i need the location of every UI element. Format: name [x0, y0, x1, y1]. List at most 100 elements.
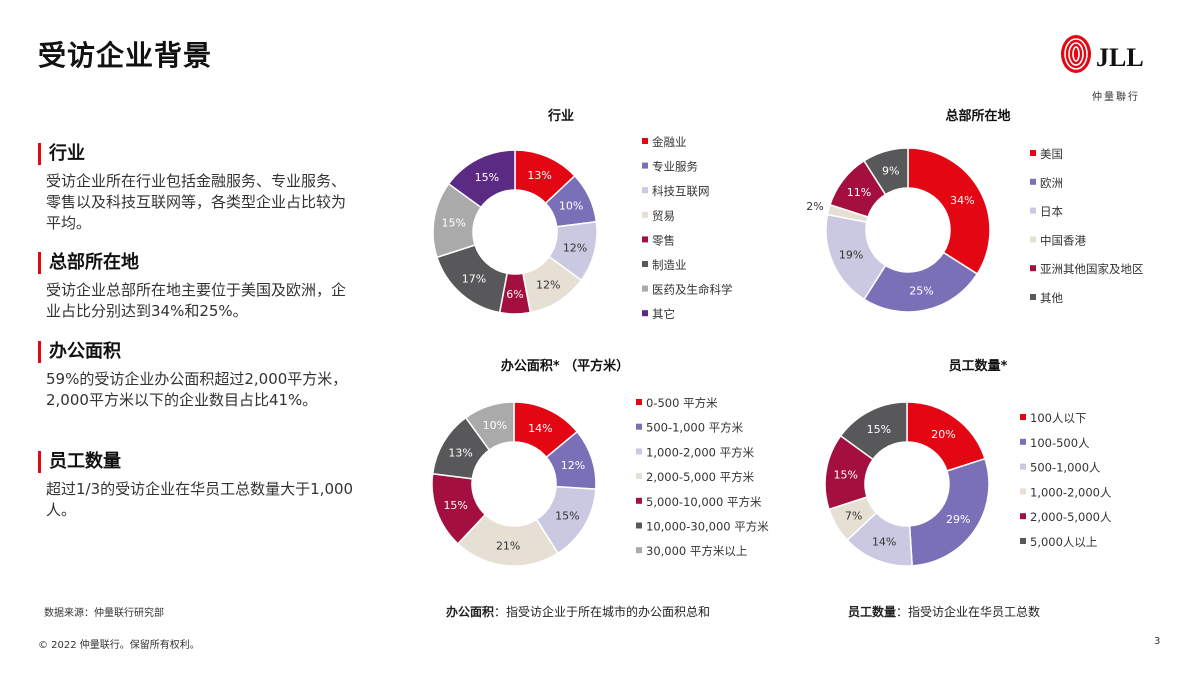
legend-label: 其它	[652, 307, 675, 321]
slice-label: 14%	[528, 422, 552, 435]
legend-swatch	[642, 162, 648, 169]
footnote-text: ：指受访企业在华员工总数	[896, 605, 1041, 619]
slice-label: 9%	[882, 164, 899, 177]
slice-label: 10%	[559, 200, 583, 213]
slice-label: 25%	[909, 285, 933, 298]
legend-label: 500-1,000人	[1030, 461, 1101, 475]
donut-chart-employees: 员工数量* 20% 29% 14% 7% 15% 15% 100人以下 100-500人 500-…	[824, 358, 1112, 567]
slice-label: 29%	[946, 513, 970, 526]
slice-label: 19%	[839, 249, 863, 262]
legend-label: 100人以下	[1030, 411, 1086, 425]
slice-label: 6%	[506, 288, 523, 301]
legend-swatch	[1020, 538, 1026, 544]
section-text: 超过1/3的受访企业在华员工总数量大于1,000人。	[46, 480, 354, 519]
slice-label: 14%	[872, 536, 896, 549]
section-text: 59%的受访企业办公面积超过2,000平方米，2,000平方米以下的企业数目占比…	[46, 370, 348, 409]
legend-swatch	[1020, 414, 1026, 420]
slice-label: 15%	[475, 171, 499, 184]
slice-label: 34%	[950, 194, 974, 207]
legend-label: 医药及生命科学	[652, 283, 733, 297]
legend-label: 美国	[1040, 147, 1063, 161]
legend-label: 100-500人	[1030, 436, 1090, 450]
slice-label: 12%	[536, 278, 560, 291]
legend-label: 专业服务	[652, 160, 698, 174]
section-heading: 行业	[38, 143, 358, 165]
section-heading: 办公面积	[38, 341, 358, 363]
chart-industry: 行业 13% 10% 12% 12% 6% 17% 15% 15% 金融业 专业服务 科技互联网 贸易零…	[420, 100, 780, 344]
legend-swatch	[1030, 178, 1036, 185]
slice-label: 13%	[448, 446, 472, 459]
legend-label: 贸易	[652, 209, 675, 223]
chart-headquarters: 总部所在地 34% 25% 19% 2% 11% 9% 美国 欧洲 日本 中国香港 亚洲其他国家及地区…	[800, 100, 1180, 344]
slice-label: 11%	[847, 186, 871, 199]
legend-swatch	[1020, 463, 1026, 470]
chart-title: 总部所在地	[945, 108, 1010, 124]
legend-label: 中国香港	[1040, 233, 1086, 247]
footnote-term: 办公面积	[446, 605, 495, 619]
legend-label: 1,000-2,000人	[1030, 485, 1112, 499]
footnote-office-area: 办公面积：指受访企业于所在城市的办公面积总和	[446, 603, 710, 620]
legend-swatch	[636, 497, 642, 504]
legend-label: 1,000-2,000 平方米	[646, 445, 755, 459]
slice-label: 12%	[561, 459, 585, 472]
slice-label: 15%	[867, 423, 891, 436]
legend-label: 500-1,000 平方米	[646, 421, 744, 435]
donut-slice	[464, 401, 515, 452]
legend-swatch	[1030, 294, 1036, 300]
legend-label: 2,000-5,000人	[1030, 510, 1112, 524]
slice-label: 15%	[442, 216, 466, 229]
legend-label: 30,000 平方米以上	[646, 544, 747, 558]
donut-slice	[839, 401, 908, 461]
legend-label: 日本	[1040, 205, 1063, 219]
slice-label: 7%	[845, 510, 862, 523]
footnote-employees: 员工数量：指受访企业在华员工总数	[848, 603, 1040, 620]
section-industry: 行业 受访企业所在行业包括金融服务、专业服务、零售以及科技互联网等，各类型企业占…	[38, 143, 358, 234]
legend-swatch	[642, 187, 648, 194]
footnote-text: ：指受访企业于所在城市的办公面积总和	[494, 605, 711, 619]
page-title: 受访企业背景	[38, 39, 213, 72]
legend-swatch	[1030, 236, 1036, 243]
donut-slice	[447, 149, 516, 209]
chart-office-area: 办公面积* （平方米） 14% 12% 15% 21% 15% 13% 10% 0-500 平方…	[420, 350, 800, 594]
slice-label: 10%	[483, 419, 507, 432]
donut-chart-industry: 行业 13% 10% 12% 12% 6% 17% 15% 15% 金融业专业服务科技互联网贸易零…	[432, 108, 733, 321]
source-note: 数据来源：仲量联行研究部	[44, 608, 164, 619]
legend-swatch	[1020, 438, 1026, 445]
chart-title: 办公面积* （平方米）	[501, 358, 629, 374]
logo-subtitle: 仲量聯行	[1092, 92, 1140, 103]
slice-label: 13%	[527, 169, 551, 182]
slice-label: 15%	[443, 499, 467, 512]
slice-label: 21%	[496, 540, 520, 553]
section-text: 受访企业总部所在地主要位于美国及欧洲，企业占比分别达到34%和25%。	[46, 281, 347, 320]
legend-swatch	[636, 423, 642, 430]
footnote-term: 员工数量	[848, 605, 897, 619]
legend-label: 其他	[1040, 291, 1063, 305]
legend-swatch	[1020, 488, 1026, 495]
section-heading: 总部所在地	[38, 252, 358, 274]
page-number: 3	[1154, 636, 1161, 647]
slice-label: 15%	[555, 510, 579, 523]
donut-slice	[863, 251, 979, 313]
legend-label: 0-500 平方米	[646, 396, 718, 410]
slice-label: 17%	[462, 273, 486, 286]
donut-slice	[863, 147, 909, 196]
legend-swatch	[636, 522, 642, 529]
legend-swatch	[642, 236, 648, 243]
legend-swatch	[642, 310, 648, 317]
jll-logo: JLL	[1061, 35, 1144, 73]
section-heading: 员工数量	[38, 451, 358, 473]
donut-chart-headquarters: 总部所在地 34% 25% 19% 2% 11% 9% 美国欧洲日本中国香港亚洲其他国家及地区…	[806, 108, 1144, 313]
section-employees: 员工数量 超过1/3的受访企业在华员工总数量大于1,000人。	[38, 451, 358, 521]
legend-label: 5,000-10,000 平方米	[646, 495, 762, 509]
section-office-area: 办公面积 59%的受访企业办公面积超过2,000平方米，2,000平方米以下的企…	[38, 341, 358, 411]
slice-label: 15%	[834, 468, 858, 481]
legend-label: 欧洲	[1040, 176, 1063, 190]
slice-label: 2%	[806, 200, 823, 213]
chart-title: 员工数量*	[949, 358, 1008, 374]
legend-label: 10,000-30,000 平方米	[646, 520, 769, 534]
donut-chart-office-area: 办公面积* （平方米） 14% 12% 15% 21% 15% 13% 10% 0-500 平方…	[431, 358, 769, 567]
legend-label: 2,000-5,000 平方米	[646, 470, 755, 484]
legend-swatch	[642, 261, 648, 267]
chart-employees: 员工数量* 20% 29% 14% 7% 15% 15% 100人以下 100-500人 500-…	[800, 350, 1180, 594]
jll-logo-text: JLL	[1096, 43, 1144, 72]
